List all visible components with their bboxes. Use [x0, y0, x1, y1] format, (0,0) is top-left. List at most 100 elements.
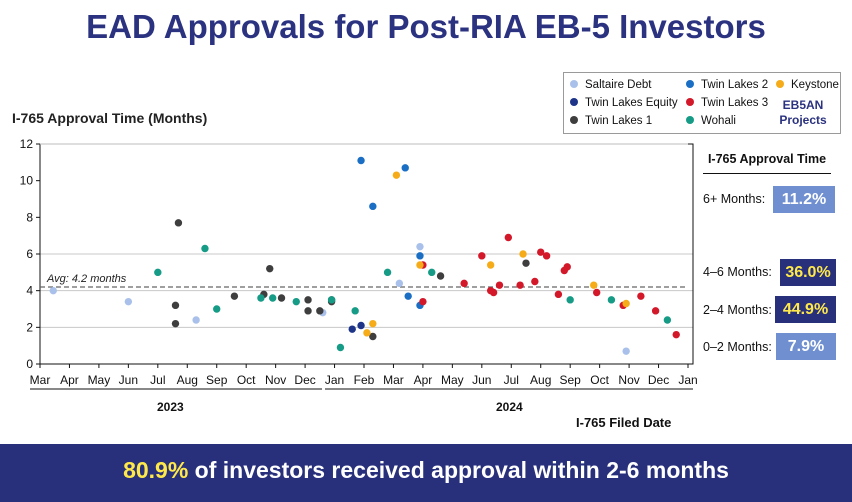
x-tick-label: Sep	[560, 373, 582, 387]
point-twin-lakes-3	[637, 292, 645, 300]
x-tick-label: Jun	[119, 373, 138, 387]
point-twin-lakes-3	[651, 307, 660, 315]
point-twin-lakes-3	[531, 277, 539, 286]
point-saltaire-debt	[192, 316, 200, 324]
legend-item-saltaire-debt: Saltaire Debt	[570, 79, 651, 91]
point-keystone	[486, 261, 495, 269]
x-tick-label: Sep	[206, 373, 228, 387]
point-wohali	[607, 296, 616, 304]
bucket-value-4-6: 36.0%	[780, 259, 836, 286]
x-tick-label: Aug	[530, 373, 551, 387]
point-twin-lakes-1	[522, 259, 530, 267]
year-label-2024: 2024	[496, 400, 523, 414]
point-twin-lakes-2	[404, 292, 412, 300]
legend-dot	[686, 115, 694, 124]
point-twin-lakes-3	[478, 252, 486, 260]
point-twin-lakes-3	[419, 297, 427, 306]
legend-label: Twin Lakes 2	[701, 79, 769, 91]
x-tick-label: Dec	[648, 373, 669, 387]
point-keystone	[392, 171, 401, 179]
y-tick-label: 2	[26, 320, 33, 334]
x-tick-label: Jun	[472, 373, 491, 387]
point-keystone	[363, 329, 371, 337]
legend-dot	[570, 79, 578, 88]
point-twin-lakes-1	[304, 307, 312, 315]
panel-title: I-765 Approval Time	[707, 152, 827, 166]
x-tick-label: Feb	[354, 373, 375, 387]
point-saltaire-debt	[49, 286, 57, 295]
point-twin-lakes-1	[230, 292, 239, 300]
y-tick-label: 0	[26, 357, 33, 371]
point-twin-lakes-1	[171, 301, 180, 310]
legend-dot	[686, 79, 694, 88]
panel-divider	[703, 173, 831, 174]
x-tick-label: Apr	[414, 373, 433, 387]
point-keystone	[416, 261, 424, 269]
point-wohali	[292, 297, 300, 306]
point-twin-lakes-3	[489, 288, 498, 297]
y-axis-title: I-765 Approval Time (Months)	[12, 110, 208, 126]
x-tick-label: Nov	[618, 373, 639, 387]
point-twin-lakes-3	[672, 330, 680, 339]
x-tick-label: Jul	[504, 373, 519, 387]
point-twin-lakes-1	[316, 307, 324, 315]
x-tick-label: May	[88, 373, 111, 387]
point-wohali	[201, 244, 209, 253]
point-twin-lakes-2	[416, 252, 424, 260]
point-twin-lakes-2	[357, 156, 365, 165]
point-twin-lakes-3	[563, 263, 571, 271]
point-wohali	[336, 343, 345, 352]
point-wohali	[663, 316, 672, 324]
point-wohali	[257, 294, 265, 302]
x-tick-label: Jan	[678, 373, 697, 387]
y-tick-label: 12	[20, 137, 34, 151]
point-wohali	[268, 294, 277, 302]
average-label: Avg: 4.2 months	[46, 273, 127, 285]
y-tick-label: 6	[26, 247, 33, 261]
bucket-label-0-2: 0–2 Months:	[703, 340, 772, 354]
brand-line-2: Projects	[779, 113, 827, 127]
bucket-value-6plus: 11.2%	[773, 186, 835, 213]
point-wohali	[428, 268, 436, 277]
point-twin-lakes-3	[554, 290, 563, 299]
footer-highlight: 80.9%	[123, 457, 189, 483]
brand-line-1: EB5AN	[782, 98, 824, 112]
legend-label: Twin Lakes 3	[701, 97, 769, 109]
point-keystone	[590, 281, 598, 289]
legend-item-keystone: Keystone	[776, 79, 839, 91]
year-label-2023: 2023	[157, 400, 184, 414]
point-wohali	[154, 268, 162, 277]
x-tick-label: Nov	[265, 373, 286, 387]
legend-label: Twin Lakes Equity	[585, 97, 678, 109]
point-wohali	[351, 307, 359, 315]
legend-label: Saltaire Debt	[585, 79, 652, 91]
point-twin-lakes-1	[174, 219, 183, 227]
point-twin-lakes-equity	[357, 321, 365, 330]
x-tick-label: Jan	[325, 373, 344, 387]
scatter-plot: 0 2 4 6 8 10 12 Mar Apr May Jun Jul Aug Sep Oct Nov Dec J…	[20, 137, 698, 390]
point-twin-lakes-3	[516, 281, 524, 289]
point-keystone	[622, 299, 630, 308]
x-tick-label: Mar	[30, 373, 51, 387]
x-tick-label: Oct	[590, 373, 609, 387]
point-twin-lakes-3	[504, 233, 513, 242]
bucket-value-0-2: 7.9%	[776, 333, 836, 360]
point-twin-lakes-3	[592, 288, 601, 297]
point-twin-lakes-2	[401, 164, 409, 172]
footer-banner: 80.9% of investors received approval wit…	[0, 444, 852, 502]
bucket-value-2-4: 44.9%	[775, 296, 836, 323]
point-twin-lakes-1	[436, 272, 445, 280]
y-tick-label: 10	[20, 174, 34, 188]
legend-item-twin-lakes-1: Twin Lakes 1	[570, 115, 652, 127]
bracket-line	[688, 143, 694, 365]
point-twin-lakes-3	[537, 248, 545, 256]
point-twin-lakes-1	[171, 319, 180, 328]
point-twin-lakes-2	[369, 202, 377, 211]
y-tick-label: 8	[26, 210, 33, 224]
point-wohali	[566, 296, 574, 304]
bucket-label-2-4: 2–4 Months:	[703, 303, 772, 317]
legend-dot	[570, 97, 578, 106]
brand-logo-text: EB5AN Projects	[768, 98, 838, 128]
point-twin-lakes-1	[277, 294, 286, 302]
chart-title: EAD Approvals for Post-RIA EB-5 Investor…	[86, 8, 766, 45]
